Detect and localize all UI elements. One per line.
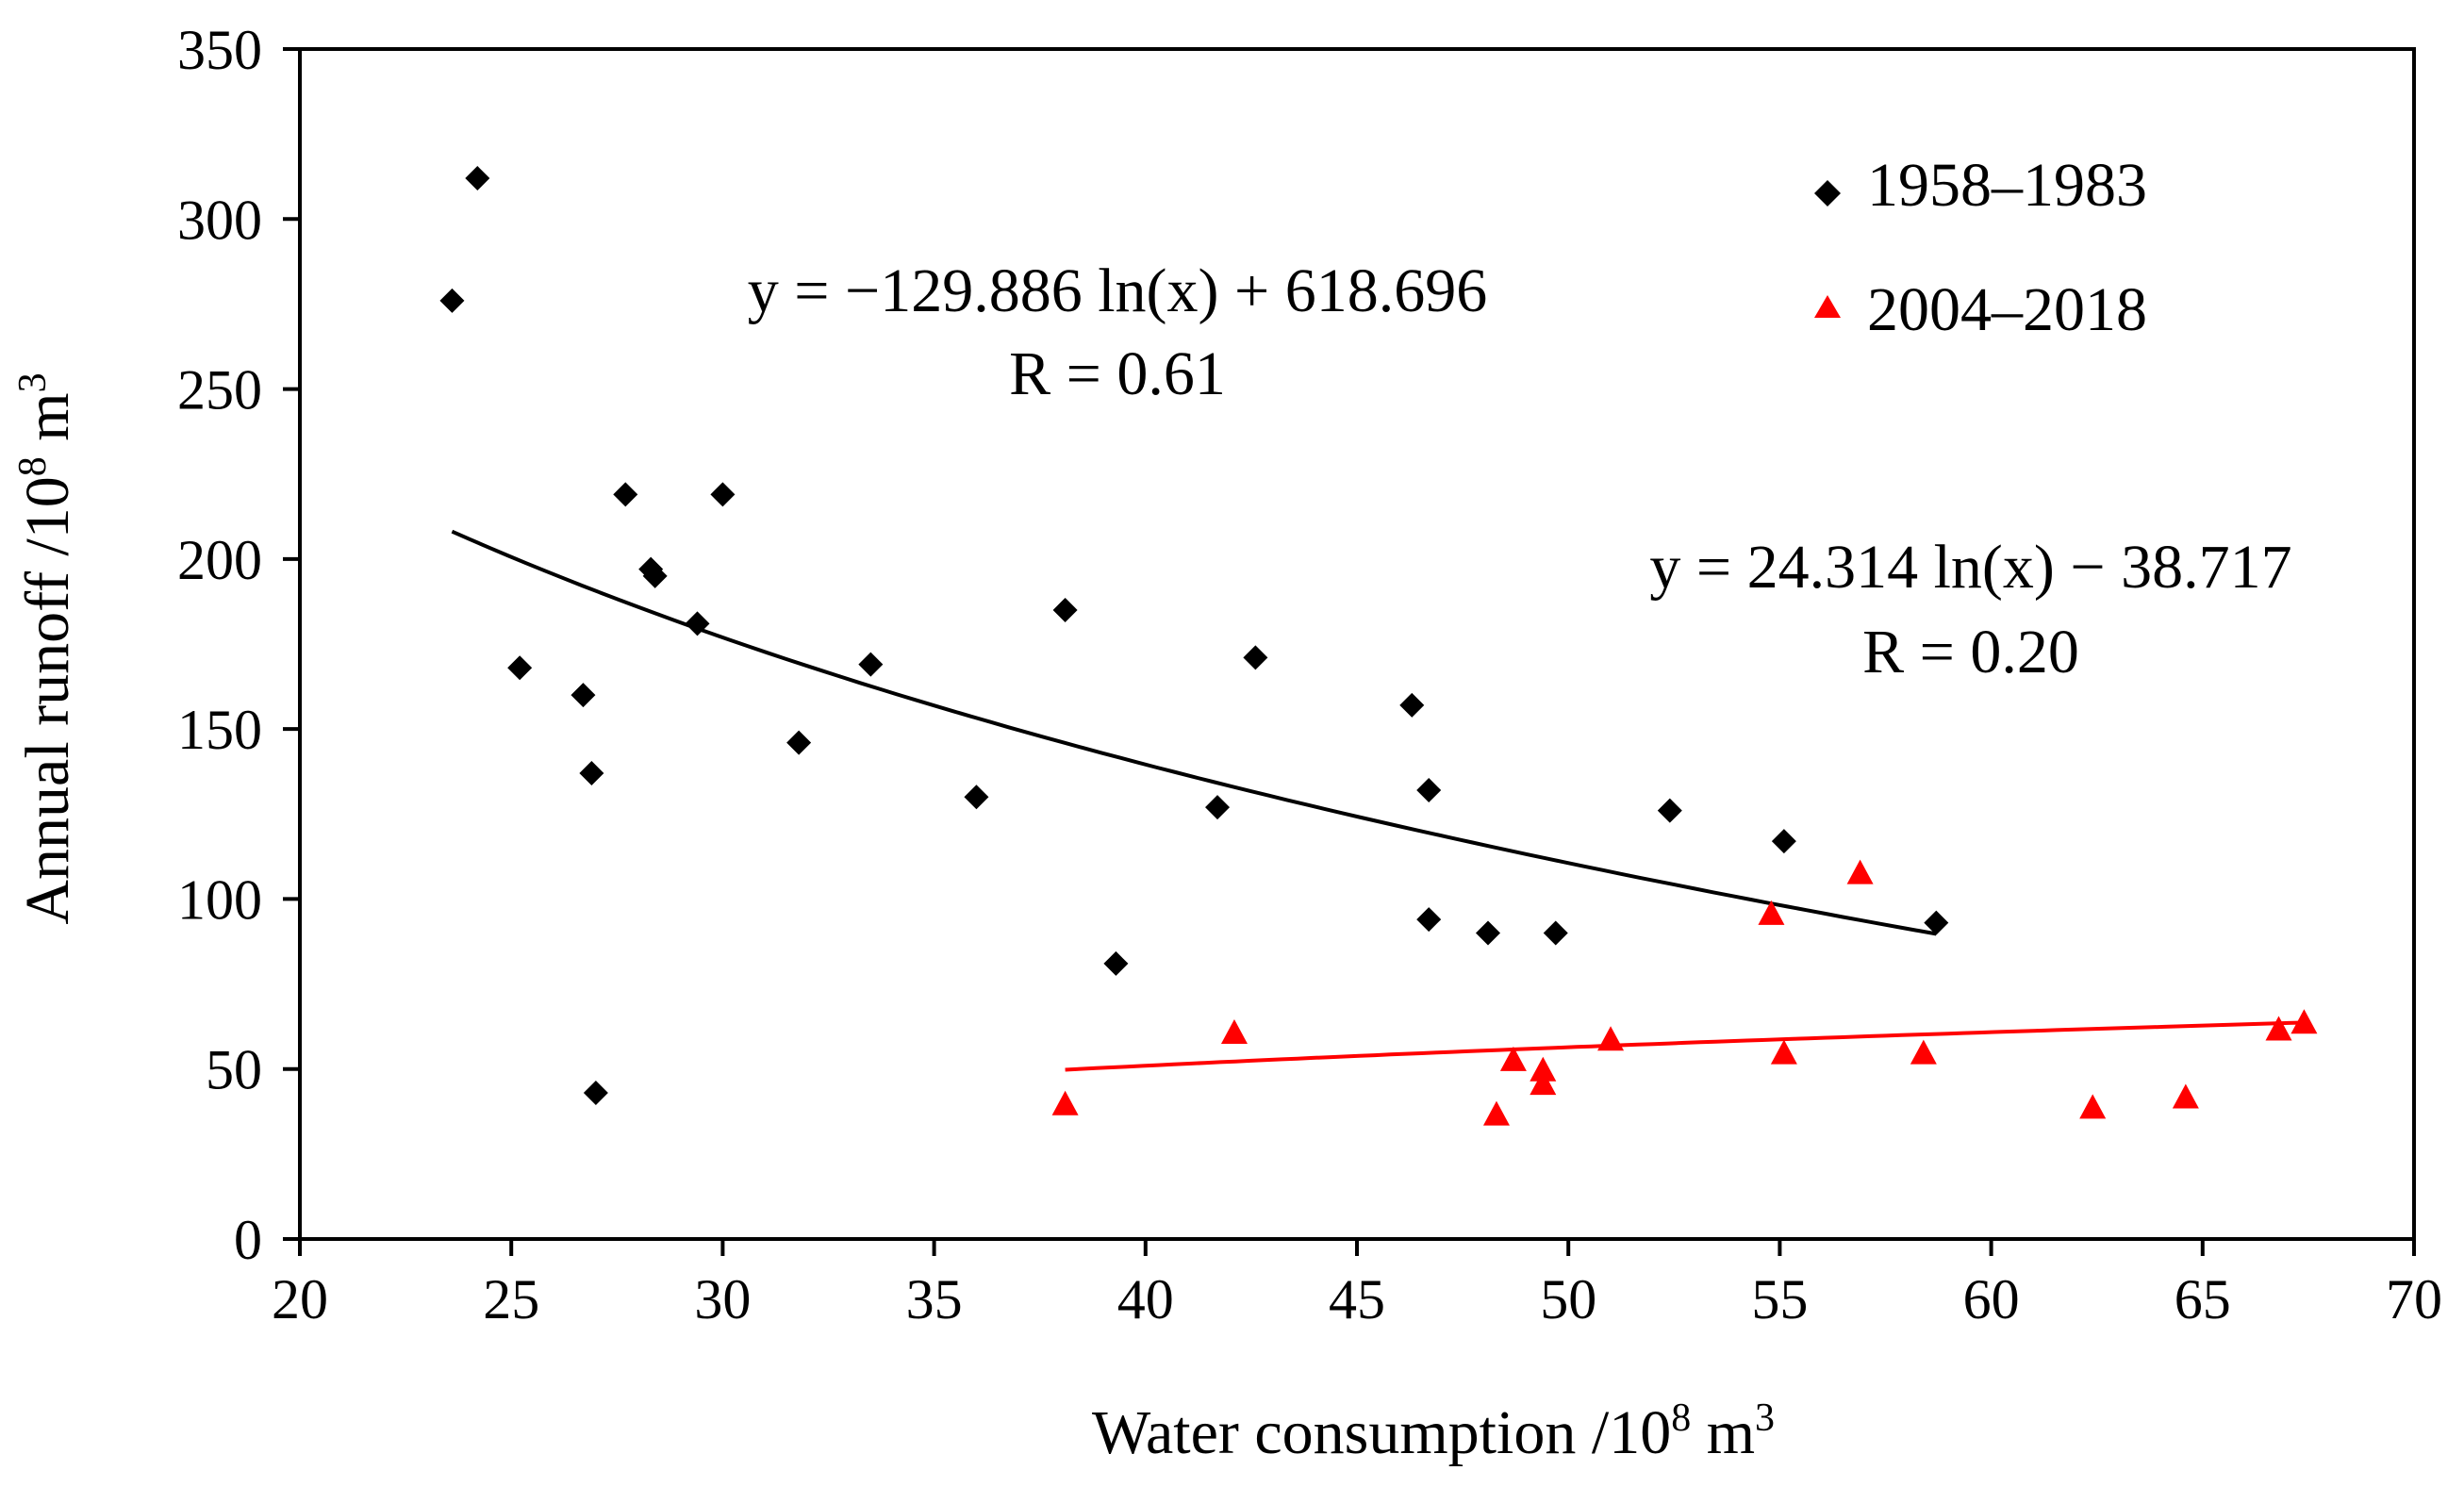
data-point-series-1 bbox=[1103, 950, 1129, 976]
data-point-series-1 bbox=[1399, 692, 1425, 718]
data-point-series-2 bbox=[1220, 1019, 1248, 1045]
data-point-series-1 bbox=[571, 683, 596, 708]
series-2-fit-r-value: R = 0.20 bbox=[1862, 618, 2079, 686]
x-tick-label: 60 bbox=[1963, 1268, 2020, 1330]
x-axis-title-exponent: 8 bbox=[1671, 1396, 1691, 1440]
data-point-series-1 bbox=[858, 652, 884, 677]
data-point-series-1 bbox=[1243, 645, 1268, 670]
data-point-series-1 bbox=[1416, 907, 1442, 933]
y-tick-label: 50 bbox=[206, 1039, 262, 1101]
legend-label-1958-1983: 1958–1983 bbox=[1867, 151, 2147, 220]
x-tick-label: 55 bbox=[1751, 1268, 1808, 1330]
data-point-series-2 bbox=[1499, 1046, 1527, 1071]
data-point-series-2 bbox=[1758, 900, 1785, 925]
y-tick-label: 100 bbox=[177, 868, 262, 931]
data-point-series-2 bbox=[1051, 1090, 1079, 1115]
x-axis-title-unit-exponent: 3 bbox=[1755, 1396, 1775, 1440]
data-point-series-2 bbox=[1482, 1100, 1510, 1126]
y-tick-label: 250 bbox=[177, 359, 262, 421]
y-tick-label: 350 bbox=[177, 19, 262, 81]
data-point-series-1 bbox=[642, 563, 668, 588]
legend-marker-1958-1983 bbox=[1814, 180, 1841, 207]
legend-label-2004-2018: 2004–2018 bbox=[1867, 275, 2147, 344]
y-axis-title: Annual runoff /108 m3 bbox=[11, 372, 82, 924]
data-point-series-2 bbox=[1846, 859, 1874, 884]
x-tick-label: 45 bbox=[1329, 1268, 1385, 1330]
data-point-series-1 bbox=[1052, 597, 1078, 622]
legend-marker-2004-2018 bbox=[1814, 295, 1841, 318]
data-point-series-1 bbox=[613, 482, 638, 507]
x-axis-title-unit: m bbox=[1691, 1398, 1755, 1467]
x-axis-title-text: Water consumption /10 bbox=[1092, 1398, 1671, 1467]
legend: 1958–1983 2004–2018 bbox=[1814, 151, 2147, 344]
x-tick-label: 65 bbox=[2175, 1268, 2231, 1330]
x-tick-label: 40 bbox=[1117, 1268, 1174, 1330]
data-point-series-2 bbox=[1530, 1070, 1557, 1096]
data-point-series-1 bbox=[1476, 920, 1501, 946]
x-tick-label: 30 bbox=[694, 1268, 751, 1330]
data-point-series-1 bbox=[964, 785, 989, 810]
data-point-series-1 bbox=[1543, 920, 1568, 946]
data-point-series-1 bbox=[710, 482, 736, 507]
series-1-fit-r-value: R = 0.61 bbox=[1009, 339, 1226, 408]
y-tick-label: 300 bbox=[177, 189, 262, 251]
y-axis-title-unit: m bbox=[13, 392, 82, 456]
data-point-series-1 bbox=[1924, 910, 1949, 935]
data-point-series-2 bbox=[1597, 1026, 1625, 1051]
data-point-series-2 bbox=[2172, 1083, 2199, 1109]
data-point-series-1 bbox=[1771, 829, 1796, 854]
series-2-fit-equation: y = 24.314 ln(x) − 38.717 bbox=[1649, 533, 2291, 602]
y-tick-label: 200 bbox=[177, 529, 262, 591]
data-point-series-2 bbox=[2079, 1094, 2107, 1119]
data-point-series-1 bbox=[439, 288, 465, 313]
data-point-series-1 bbox=[1416, 778, 1442, 803]
x-axis-title: Water consumption /108 m3 bbox=[1092, 1396, 1775, 1467]
data-point-series-2 bbox=[2265, 1016, 2292, 1041]
y-tick-label: 150 bbox=[177, 699, 262, 761]
data-point-series-2 bbox=[1770, 1039, 1797, 1065]
data-point-series-2 bbox=[2290, 1009, 2318, 1034]
data-point-series-1 bbox=[685, 611, 710, 636]
data-point-series-2 bbox=[1910, 1039, 1937, 1065]
data-point-series-1 bbox=[786, 730, 812, 755]
plot-frame bbox=[298, 47, 2416, 1241]
data-point-series-2 bbox=[1530, 1056, 1557, 1082]
y-axis-title-text: Annual runoff /10 bbox=[13, 476, 82, 924]
x-tick-label: 20 bbox=[272, 1268, 328, 1330]
y-axis-title-unit-exponent: 3 bbox=[11, 372, 55, 392]
data-point-series-1 bbox=[1205, 795, 1231, 820]
x-tick-label: 25 bbox=[483, 1268, 539, 1330]
data-point-series-1 bbox=[507, 655, 533, 681]
series-2-trend-line bbox=[1065, 1020, 2305, 1072]
x-tick-label: 35 bbox=[906, 1268, 963, 1330]
x-tick-label: 70 bbox=[2386, 1268, 2442, 1330]
series-1-fit-equation: y = −129.886 ln(x) + 618.696 bbox=[748, 256, 1487, 325]
data-point-series-1 bbox=[579, 761, 604, 786]
data-point-series-1 bbox=[465, 166, 490, 191]
data-point-series-1 bbox=[583, 1080, 608, 1105]
x-tick-label: 50 bbox=[1540, 1268, 1596, 1330]
y-axis-title-exponent: 8 bbox=[11, 456, 55, 476]
y-tick-label: 0 bbox=[234, 1209, 262, 1271]
data-point-series-1 bbox=[1657, 798, 1682, 823]
